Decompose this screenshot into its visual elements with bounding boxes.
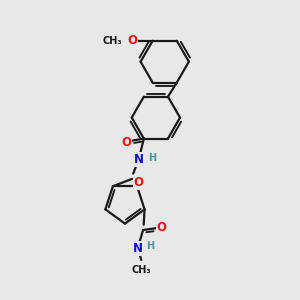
Text: N: N [134,153,143,166]
Text: H: H [148,153,156,163]
Text: O: O [156,220,167,233]
Text: CH₃: CH₃ [102,36,122,46]
Text: O: O [134,176,144,189]
Text: O: O [121,136,131,148]
Text: CH₃: CH₃ [131,265,151,275]
Text: O: O [128,34,138,47]
Text: N: N [133,242,143,255]
Text: H: H [146,241,154,251]
